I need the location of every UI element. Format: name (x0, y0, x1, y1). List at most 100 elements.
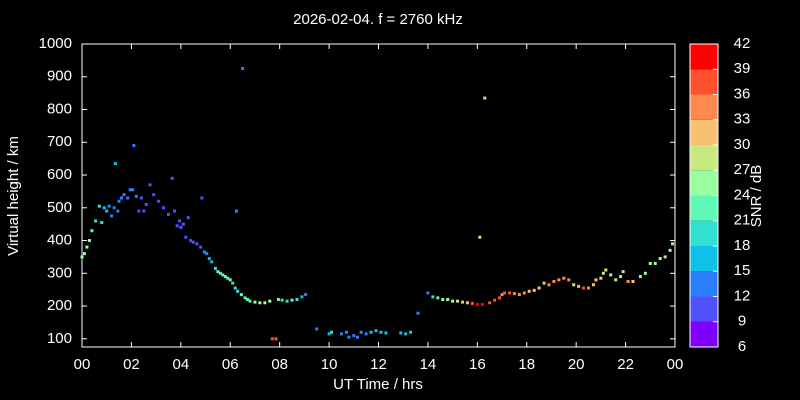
point (431, 295, 435, 299)
x-tick-label: 00 (667, 356, 684, 373)
point (128, 188, 132, 192)
point (207, 257, 211, 261)
point (547, 283, 551, 287)
colorbar-segment (690, 296, 718, 322)
colorbar-segment (690, 44, 718, 70)
point (239, 293, 243, 297)
y-tick-label: 1000 (39, 35, 72, 52)
point (107, 204, 111, 208)
point (157, 199, 161, 203)
point (191, 240, 195, 244)
point (658, 257, 662, 261)
point (475, 302, 479, 306)
y-tick-label: 600 (47, 166, 72, 183)
point (113, 162, 117, 166)
point (100, 221, 104, 225)
x-tick-label: 06 (222, 356, 239, 373)
point (131, 188, 135, 192)
y-tick-label: 100 (47, 330, 72, 347)
chart-title: 2026-02-04. f = 2760 kHz (293, 11, 463, 28)
point (304, 293, 308, 297)
colorbar-segment (690, 220, 718, 246)
colorbar-tick-label: 33 (734, 111, 751, 128)
colorbar-segment (690, 69, 718, 95)
point (228, 278, 232, 282)
point (355, 335, 359, 339)
point (572, 283, 576, 287)
colorbar-segment (690, 145, 718, 171)
point (178, 219, 182, 223)
y-axis-label: Virtual height / km (5, 136, 22, 256)
point (195, 242, 199, 246)
x-tick-label: 08 (271, 356, 288, 373)
point (205, 252, 209, 256)
point (461, 300, 465, 304)
y-tick-label: 700 (47, 133, 72, 150)
point (327, 332, 331, 336)
point (179, 225, 183, 229)
colorbar-tick-label: 30 (734, 136, 751, 153)
x-axis-label: UT Time / hrs (333, 376, 423, 393)
point (347, 335, 351, 339)
point (218, 271, 222, 275)
point (567, 278, 571, 282)
point (483, 96, 487, 100)
point (137, 209, 141, 213)
colorbar-segment (690, 321, 718, 347)
point (522, 291, 526, 295)
point (80, 255, 84, 259)
point (236, 289, 240, 293)
point (470, 301, 474, 305)
point (512, 292, 516, 296)
point (359, 330, 363, 334)
point (162, 206, 166, 210)
x-tick-label: 00 (74, 356, 91, 373)
point (498, 296, 502, 300)
colorbar-segment (690, 170, 718, 196)
point (591, 283, 595, 287)
point (231, 281, 235, 285)
point (233, 286, 237, 290)
colorbar-tick-label: 24 (734, 186, 751, 203)
point (671, 242, 675, 246)
point (577, 284, 581, 288)
point (295, 298, 299, 302)
x-tick-label: 02 (123, 356, 140, 373)
point (144, 203, 148, 207)
colorbar-segment (690, 195, 718, 221)
point (542, 281, 546, 285)
point (552, 279, 556, 283)
point (263, 301, 267, 305)
point (653, 261, 657, 265)
point (507, 291, 511, 295)
point (223, 275, 227, 279)
point (493, 298, 497, 302)
x-tick-label: 12 (370, 356, 387, 373)
colorbar-segment (690, 94, 718, 120)
point (94, 219, 98, 223)
point (112, 206, 116, 210)
point (626, 279, 630, 283)
point (300, 295, 304, 299)
colorbar-tick-label: 36 (734, 85, 751, 102)
point (253, 300, 257, 304)
point (189, 239, 193, 243)
point (384, 331, 388, 335)
point (621, 270, 625, 274)
point (330, 330, 334, 334)
point (315, 327, 319, 331)
point (110, 214, 114, 218)
point (234, 209, 238, 213)
point (601, 271, 605, 275)
point (344, 330, 348, 334)
point (226, 276, 230, 280)
point (184, 235, 188, 239)
point (339, 332, 343, 336)
point (142, 209, 146, 213)
point (246, 298, 250, 302)
point (631, 279, 635, 283)
point (480, 302, 484, 306)
point (82, 252, 86, 256)
point (210, 260, 214, 264)
point (175, 224, 179, 228)
